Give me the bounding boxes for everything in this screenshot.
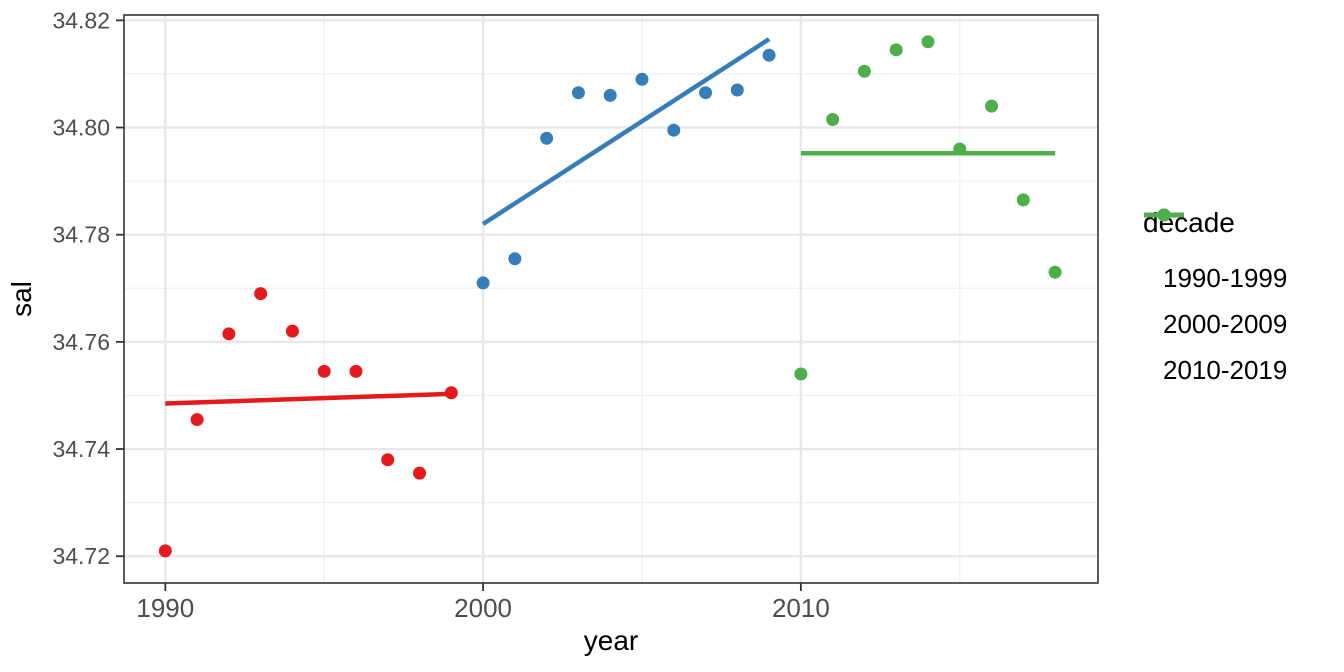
y-tick-label: 34.78 bbox=[52, 222, 110, 248]
data-point bbox=[857, 64, 871, 78]
data-point bbox=[826, 112, 840, 126]
legend-item-label: 2010-2019 bbox=[1163, 354, 1288, 385]
data-point bbox=[349, 364, 363, 378]
data-point bbox=[635, 72, 649, 86]
data-point bbox=[508, 252, 522, 266]
legend-item: 2010-2019 bbox=[1143, 208, 1288, 385]
data-point bbox=[540, 131, 554, 145]
legend-item-label: 2000-2009 bbox=[1163, 308, 1288, 339]
legend-item-label: 1990-1999 bbox=[1163, 262, 1288, 293]
data-point bbox=[222, 327, 236, 341]
data-point bbox=[921, 35, 935, 49]
y-tick-label: 34.72 bbox=[52, 543, 110, 569]
x-axis-title: year bbox=[583, 625, 639, 656]
data-point bbox=[603, 88, 617, 102]
data-point bbox=[285, 324, 299, 338]
data-point bbox=[190, 413, 204, 427]
y-axis-title: sal bbox=[6, 281, 37, 317]
x-tick-label: 2010 bbox=[772, 593, 830, 623]
data-point bbox=[667, 123, 681, 137]
trend-line-2000-2009 bbox=[481, 37, 771, 226]
panel-border bbox=[123, 14, 1099, 584]
data-point bbox=[699, 86, 713, 100]
legend-item: 1990-1999 bbox=[1143, 208, 1288, 293]
data-point bbox=[317, 364, 331, 378]
data-point bbox=[762, 48, 776, 62]
legend-item: 2000-2009 bbox=[1143, 208, 1288, 339]
y-tick-label: 34.80 bbox=[52, 115, 110, 141]
data-point bbox=[794, 367, 808, 381]
x-tick-label: 2000 bbox=[454, 593, 512, 623]
data-point bbox=[985, 99, 999, 113]
data-point bbox=[476, 276, 490, 290]
data-point bbox=[953, 142, 967, 156]
data-point bbox=[381, 453, 395, 467]
data-point bbox=[1048, 265, 1062, 279]
data-point bbox=[730, 83, 744, 97]
data-point bbox=[1016, 193, 1030, 207]
trend-line-1990-1999 bbox=[165, 391, 452, 406]
data-point bbox=[413, 466, 427, 480]
legend: decade 1990-1999 2000-2009 2010-2019 bbox=[1143, 206, 1287, 401]
data-point bbox=[158, 544, 172, 558]
legend-key-line-dot-icon bbox=[1144, 208, 1184, 222]
data-point bbox=[571, 86, 585, 100]
y-tick-label: 34.76 bbox=[52, 329, 110, 355]
legend-items: 1990-1999 2000-2009 2010-2019 bbox=[1143, 208, 1288, 385]
plot-panel bbox=[124, 15, 1098, 583]
data-point bbox=[889, 43, 903, 57]
y-tick-label: 34.82 bbox=[52, 7, 110, 33]
data-point bbox=[254, 287, 268, 301]
data-point bbox=[444, 386, 458, 400]
y-tick-label: 34.74 bbox=[52, 436, 110, 462]
x-tick-label: 1990 bbox=[136, 593, 194, 623]
